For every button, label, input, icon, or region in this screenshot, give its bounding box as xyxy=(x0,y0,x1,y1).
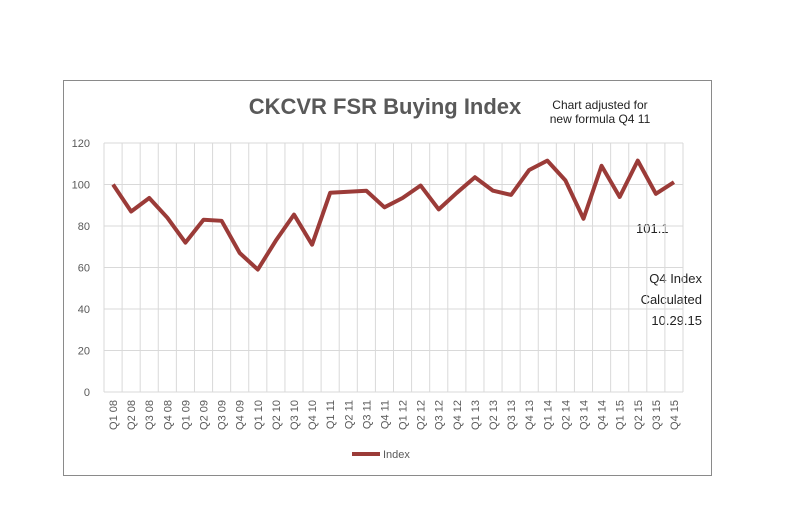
x-tick-label: Q1 11 xyxy=(325,400,337,429)
x-tick-label: Q4 09 xyxy=(235,400,247,430)
x-tick-label: Q2 09 xyxy=(199,400,211,430)
x-tick-label: Q4 10 xyxy=(307,400,319,430)
x-tick-label: Q1 14 xyxy=(542,400,554,430)
x-tick-label: Q3 10 xyxy=(289,400,301,430)
x-tick-label: Q2 12 xyxy=(416,400,428,430)
calc-note: Q4 Index Calculated 10.29.15 xyxy=(612,268,702,331)
x-tick-label: Q1 13 xyxy=(470,400,482,430)
x-tick-label: Q3 15 xyxy=(651,400,663,430)
x-tick-label: Q4 14 xyxy=(597,400,609,430)
note-line-1: Chart adjusted for xyxy=(552,98,648,112)
y-tick-label: 40 xyxy=(78,304,90,316)
calc-note-2: Calculated xyxy=(640,292,702,307)
adjustment-note: Chart adjusted for new formula Q4 11 xyxy=(540,98,660,126)
x-tick-label: Q3 08 xyxy=(144,400,156,430)
x-tick-label: Q2 14 xyxy=(560,400,572,430)
x-tick-label: Q2 08 xyxy=(126,400,138,430)
x-tick-label: Q1 15 xyxy=(615,400,627,430)
x-tick-label: Q3 09 xyxy=(217,400,229,430)
y-tick-label: 100 xyxy=(72,180,90,192)
chart-title: CKCVR FSR Buying Index xyxy=(248,94,522,119)
x-tick-label: Q2 13 xyxy=(488,400,500,430)
x-tick-label: Q4 13 xyxy=(524,400,536,430)
x-tick-label: Q4 08 xyxy=(162,400,174,430)
x-tick-label: Q1 12 xyxy=(398,400,410,430)
x-tick-label: Q4 15 xyxy=(669,400,681,430)
x-tick-label: Q2 10 xyxy=(271,400,283,430)
x-tick-label: Q2 15 xyxy=(633,400,645,430)
y-tick-label: 20 xyxy=(78,346,90,358)
calc-note-1: Q4 Index xyxy=(649,271,702,286)
y-tick-label: 80 xyxy=(78,221,90,233)
x-tick-label: Q1 10 xyxy=(253,400,265,430)
legend-label: Index xyxy=(383,449,410,461)
y-tick-label: 60 xyxy=(78,263,90,275)
y-tick-label: 120 xyxy=(72,138,90,150)
x-tick-label: Q1 08 xyxy=(108,400,120,430)
x-tick-label: Q3 12 xyxy=(434,400,446,430)
series-line-index xyxy=(111,158,676,272)
last-value-label: 101.1 xyxy=(636,221,669,236)
x-tick-label: Q1 09 xyxy=(180,400,192,430)
calc-note-3: 10.29.15 xyxy=(651,313,702,328)
x-tick-label: Q4 11 xyxy=(379,400,391,429)
x-tick-label: Q3 13 xyxy=(506,400,518,430)
y-tick-label: 0 xyxy=(84,387,90,399)
note-line-2: new formula Q4 11 xyxy=(549,112,651,126)
x-tick-label: Q2 11 xyxy=(343,400,355,429)
chart-frame xyxy=(63,80,712,476)
x-tick-label: Q3 11 xyxy=(361,400,373,429)
x-tick-label: Q4 12 xyxy=(452,400,464,430)
x-tick-label: Q3 14 xyxy=(578,400,590,430)
